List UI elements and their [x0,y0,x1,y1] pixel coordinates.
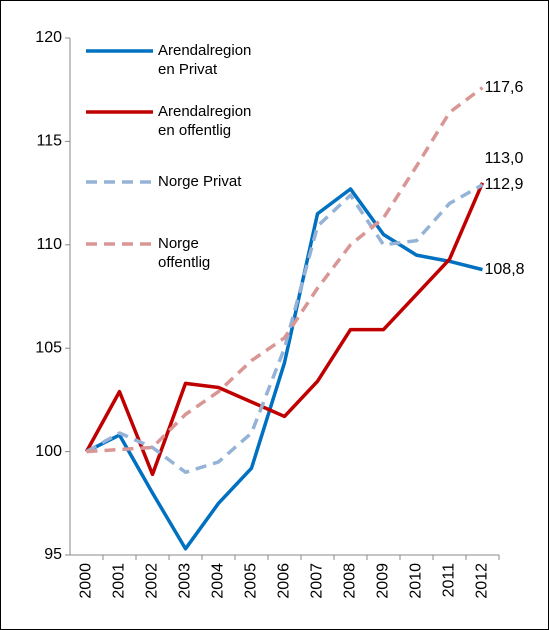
x-tick-label: 2006 [276,563,293,599]
y-tick-label: 105 [35,339,62,356]
series-line [85,183,484,475]
x-tick-label: 2005 [243,563,260,599]
x-tick-label: 2004 [210,563,227,599]
x-tick-label: 2007 [309,563,326,599]
value-label: 117,6 [485,79,524,96]
value-label: 108,8 [485,261,525,278]
y-tick-label: 115 [36,133,62,150]
y-tick-label: 110 [36,236,62,253]
legend-label: Norge Privat [158,173,242,190]
series-line [85,187,483,551]
series-line [84,182,485,477]
y-tick-label: 120 [35,29,62,46]
x-tick-label: 2000 [78,563,95,599]
y-tick-label: 100 [35,443,62,460]
legend-label: Norge offentlig [158,235,211,271]
x-tick-label: 2009 [375,563,392,599]
value-label: 113,0 [485,150,524,167]
legend-label: Arendalregion en Privat [158,42,252,78]
series-line [86,86,484,454]
x-tick-label: 2003 [177,563,194,599]
value-label: 112,9 [485,176,524,193]
x-tick-label: 2002 [144,563,161,599]
y-tick-label: 95 [44,546,62,563]
x-tick-label: 2001 [111,563,128,599]
legend-label: Arendalregion en offentlig [158,103,252,139]
x-tick-label: 2011 [441,563,458,598]
x-tick-label: 2010 [408,563,425,599]
x-tick-label: 2012 [474,563,491,599]
x-tick-label: 2008 [342,563,359,599]
